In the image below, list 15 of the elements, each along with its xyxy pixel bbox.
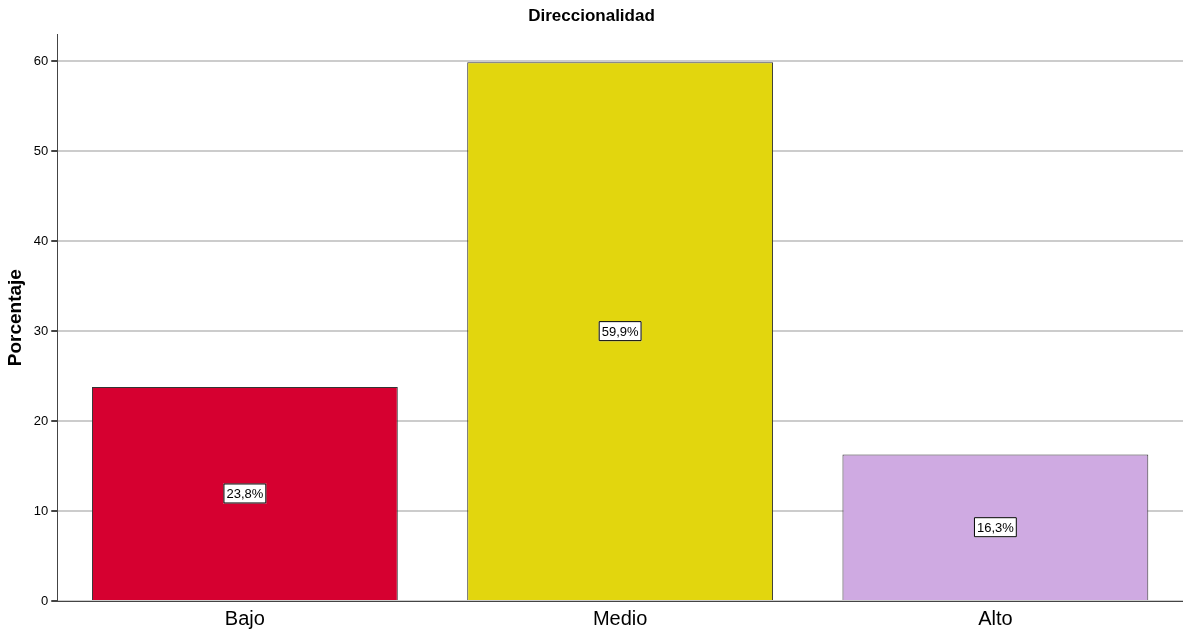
y-tick-label: 60 (33, 52, 49, 68)
y-tick-label: 40 (33, 232, 49, 248)
chart-title: Direccionalidad (528, 5, 655, 25)
x-tick-label: Bajo (224, 606, 265, 629)
y-tick-label: 20 (33, 412, 49, 428)
y-tick-label: 50 (33, 142, 49, 158)
x-tick-label: Alto (978, 606, 1013, 629)
y-tick-label: 30 (33, 322, 49, 338)
y-tick-label: 0 (41, 592, 49, 608)
data-label: 23,8% (226, 486, 264, 502)
x-tick-label: Medio (592, 606, 648, 629)
y-axis-title: Porcentaje (3, 269, 25, 367)
data-label: 16,3% (976, 519, 1015, 535)
y-tick-label: 10 (33, 502, 49, 518)
data-label: 59,9% (601, 323, 639, 339)
